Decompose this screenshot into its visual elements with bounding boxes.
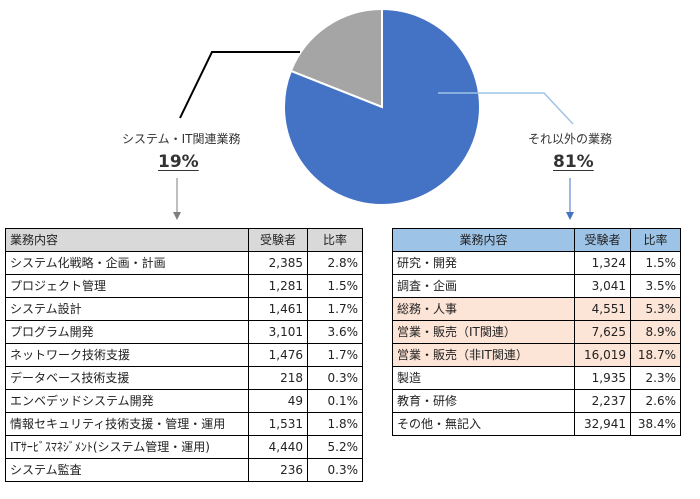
cell-count: 7,625 — [574, 320, 631, 344]
cell-count: 3,041 — [574, 274, 631, 298]
cell-ratio: 3.5% — [630, 274, 681, 298]
header-task: 業務内容 — [392, 228, 575, 252]
cell-task: システム設計 — [5, 297, 249, 321]
cell-count: 32,941 — [574, 412, 631, 436]
pie-slice-1 — [283, 7, 481, 206]
cell-ratio: 5.2% — [307, 435, 363, 459]
cell-count: 1,281 — [248, 274, 308, 298]
table-row: プログラム開発 3,101 3.6% — [5, 320, 363, 344]
cell-task: 調査・企画 — [392, 274, 575, 298]
cell-count: 1,476 — [248, 343, 308, 367]
cell-task: 総務・人事 — [392, 297, 575, 321]
cell-task: 研究・開発 — [392, 251, 575, 275]
cell-task: プロジェクト管理 — [5, 274, 249, 298]
header-task: 業務内容 — [5, 228, 249, 252]
table-row: 調査・企画 3,041 3.5% — [392, 274, 681, 298]
slice-label-it: システム・IT関連業務 — [122, 132, 241, 146]
cell-ratio: 1.5% — [307, 274, 363, 298]
table-row: ネットワーク技術支援 1,476 1.7% — [5, 343, 363, 367]
table-header-row: 業務内容 受験者 比率 — [392, 228, 681, 252]
cell-ratio: 1.7% — [307, 343, 363, 367]
slice-percent-it: 19% — [158, 152, 199, 172]
cell-task: 営業・販売（非IT関連） — [392, 343, 575, 367]
table-row: 研究・開発 1,324 1.5% — [392, 251, 681, 275]
table-row: ITｻｰﾋﾞｽﾏﾈｼﾞﾒﾝﾄ(システム管理・運用) 4,440 5.2% — [5, 435, 363, 459]
cell-task: プログラム開発 — [5, 320, 249, 344]
table-row: システム監査 236 0.3% — [5, 458, 363, 482]
cell-count: 3,101 — [248, 320, 308, 344]
table-row: その他・無記入 32,941 38.4% — [392, 412, 681, 436]
table-row: 情報セキュリティ技術支援・管理・運用 1,531 1.8% — [5, 412, 363, 436]
leader-line-it — [179, 51, 300, 119]
cell-ratio: 1.7% — [307, 297, 363, 321]
cell-ratio: 0.3% — [307, 366, 363, 390]
cell-count: 49 — [248, 389, 308, 413]
slice-label-other: それ以外の業務 — [528, 132, 613, 146]
cell-count: 2,385 — [248, 251, 308, 275]
table-header-row: 業務内容 受験者 比率 — [5, 228, 363, 252]
other-jobs-table: 業務内容 受験者 比率 研究・開発 1,324 1.5% 調査・企画 3,041 3.5%… — [392, 228, 681, 436]
cell-count: 1,461 — [248, 297, 308, 321]
header-ratio: 比率 — [630, 228, 681, 252]
pie-chart — [173, 7, 574, 220]
cell-task: ITｻｰﾋﾞｽﾏﾈｼﾞﾒﾝﾄ(システム管理・運用) — [5, 435, 249, 459]
cell-task: データベース技術支援 — [5, 366, 249, 390]
cell-ratio: 8.9% — [630, 320, 681, 344]
cell-count: 1,531 — [248, 412, 308, 436]
cell-count: 218 — [248, 366, 308, 390]
cell-task: その他・無記入 — [392, 412, 575, 436]
cell-count: 4,551 — [574, 297, 631, 321]
cell-ratio: 2.3% — [630, 366, 681, 390]
cell-task: システム監査 — [5, 458, 249, 482]
cell-task: ネットワーク技術支援 — [5, 343, 249, 367]
cell-ratio: 1.5% — [630, 251, 681, 275]
it-jobs-table: 業務内容 受験者 比率 システム化戦略・企画・計画 2,385 2.8% プロジェクト… — [5, 228, 363, 482]
arrow-left-head — [173, 212, 181, 220]
table-row: 教育・研修 2,237 2.6% — [392, 389, 681, 413]
cell-count: 16,019 — [574, 343, 631, 367]
table-row: 営業・販売（IT関連） 7,625 8.9% — [392, 320, 681, 344]
table-row: エンベデッドシステム開発 49 0.1% — [5, 389, 363, 413]
table-row: データベース技術支援 218 0.3% — [5, 366, 363, 390]
cell-task: 情報セキュリティ技術支援・管理・運用 — [5, 412, 249, 436]
table-row: 総務・人事 4,551 5.3% — [392, 297, 681, 321]
cell-task: エンベデッドシステム開発 — [5, 389, 249, 413]
cell-ratio: 38.4% — [630, 412, 681, 436]
header-count: 受験者 — [248, 228, 308, 252]
cell-count: 4,440 — [248, 435, 308, 459]
cell-task: 製造 — [392, 366, 575, 390]
cell-ratio: 5.3% — [630, 297, 681, 321]
table-row: 営業・販売（非IT関連） 16,019 18.7% — [392, 343, 681, 367]
cell-count: 236 — [248, 458, 308, 482]
cell-ratio: 2.8% — [307, 251, 363, 275]
cell-task: 営業・販売（IT関連） — [392, 320, 575, 344]
cell-count: 1,935 — [574, 366, 631, 390]
pie-slice-0 — [289, 7, 383, 109]
cell-ratio: 3.6% — [307, 320, 363, 344]
cell-task: 教育・研修 — [392, 389, 575, 413]
table-row: 製造 1,935 2.3% — [392, 366, 681, 390]
header-count: 受験者 — [574, 228, 631, 252]
header-ratio: 比率 — [307, 228, 363, 252]
cell-ratio: 0.1% — [307, 389, 363, 413]
cell-count: 2,237 — [574, 389, 631, 413]
slice-percent-other: 81% — [553, 152, 594, 172]
leader-line-other — [438, 92, 574, 125]
arrow-right-head — [566, 212, 574, 220]
cell-ratio: 18.7% — [630, 343, 681, 367]
cell-ratio: 0.3% — [307, 458, 363, 482]
table-row: プロジェクト管理 1,281 1.5% — [5, 274, 363, 298]
cell-ratio: 2.6% — [630, 389, 681, 413]
table-row: システム設計 1,461 1.7% — [5, 297, 363, 321]
table-row: システム化戦略・企画・計画 2,385 2.8% — [5, 251, 363, 275]
cell-count: 1,324 — [574, 251, 631, 275]
cell-task: システム化戦略・企画・計画 — [5, 251, 249, 275]
cell-ratio: 1.8% — [307, 412, 363, 436]
